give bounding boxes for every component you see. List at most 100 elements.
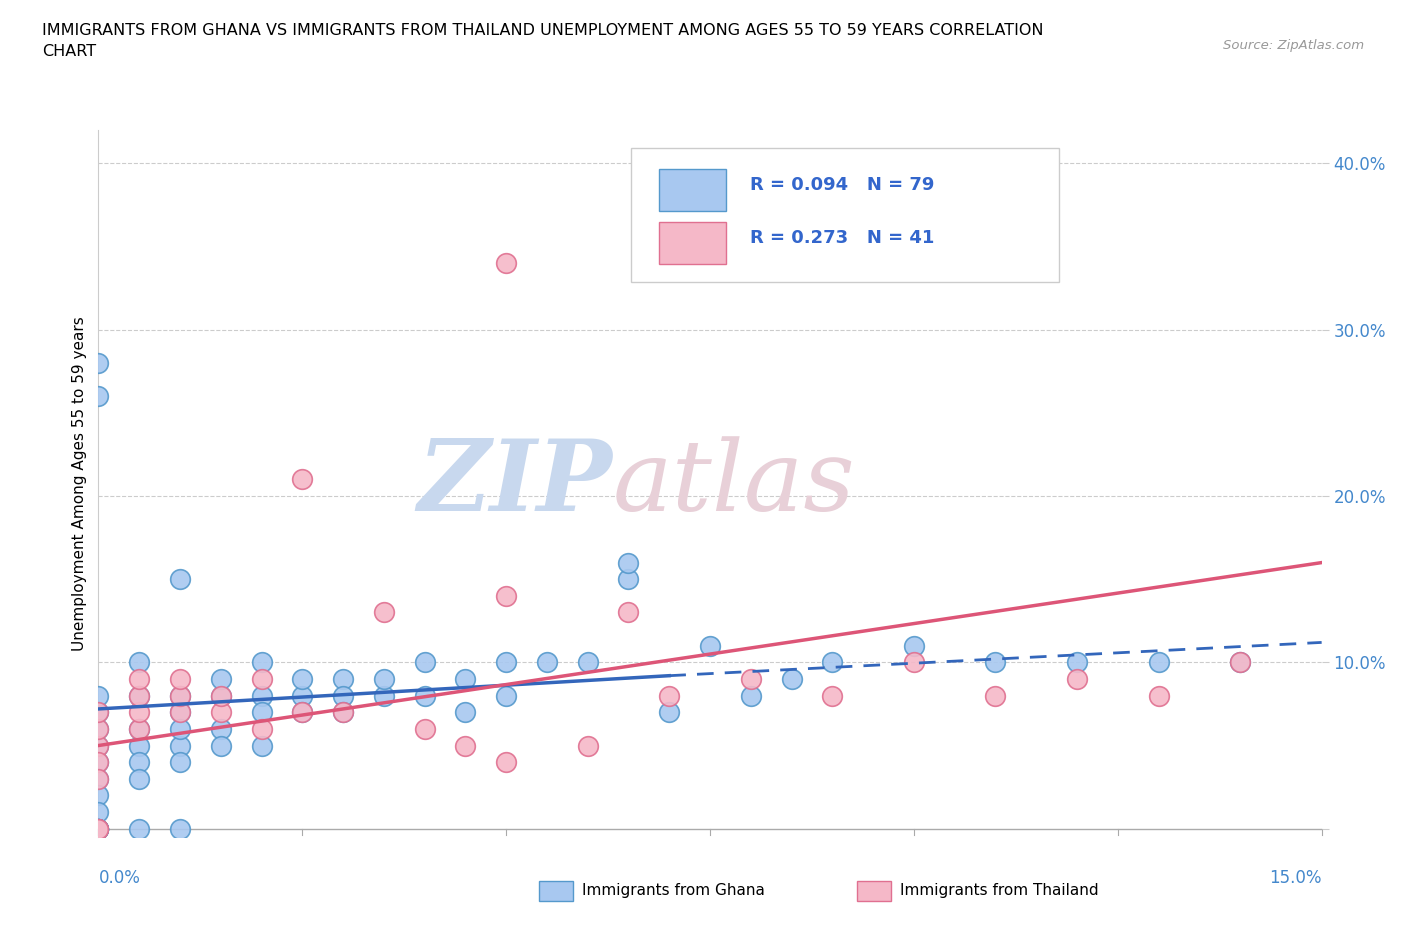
Point [291,472,314,487]
Point [780,671,803,686]
Point [87,821,110,836]
Point [87,722,110,737]
Point [87,771,110,786]
Point [1229,655,1251,670]
Point [495,655,517,670]
Point [169,738,191,753]
Point [169,688,191,703]
Point [1066,655,1088,670]
Point [169,671,191,686]
Point [87,389,110,404]
Point [87,821,110,836]
Point [87,705,110,720]
Point [87,821,110,836]
Point [209,722,232,737]
Point [209,671,232,686]
Point [495,589,517,604]
Text: Immigrants from Thailand: Immigrants from Thailand [900,883,1098,897]
Point [87,771,110,786]
Point [617,572,640,587]
Point [332,688,354,703]
FancyBboxPatch shape [856,881,891,900]
Point [87,821,110,836]
Point [250,738,273,753]
Point [128,722,150,737]
Point [332,705,354,720]
Point [209,705,232,720]
Point [617,555,640,570]
Point [332,671,354,686]
Point [413,688,436,703]
Point [169,705,191,720]
Point [87,804,110,819]
Text: atlas: atlas [612,436,855,531]
Point [128,722,150,737]
Point [454,738,477,753]
Text: 0.0%: 0.0% [98,869,141,887]
Point [291,705,314,720]
Text: Immigrants from Ghana: Immigrants from Ghana [582,883,765,897]
Point [291,671,314,686]
Point [903,655,925,670]
Point [413,722,436,737]
Point [87,355,110,370]
Point [128,771,150,786]
Point [495,755,517,770]
Text: IMMIGRANTS FROM GHANA VS IMMIGRANTS FROM THAILAND UNEMPLOYMENT AMONG AGES 55 TO : IMMIGRANTS FROM GHANA VS IMMIGRANTS FROM… [42,23,1043,60]
Point [128,655,150,670]
Point [87,821,110,836]
Point [87,738,110,753]
Point [87,755,110,770]
Text: ZIP: ZIP [418,435,612,532]
FancyBboxPatch shape [658,169,725,211]
Point [169,722,191,737]
Point [454,671,477,686]
Point [87,821,110,836]
Point [128,738,150,753]
Point [128,688,150,703]
Point [169,755,191,770]
Point [1229,655,1251,670]
Point [128,688,150,703]
Point [536,655,558,670]
Point [454,705,477,720]
FancyBboxPatch shape [630,148,1059,282]
Point [699,638,721,653]
Point [87,705,110,720]
Point [903,638,925,653]
Point [576,738,599,753]
Point [373,688,395,703]
Point [291,688,314,703]
Point [1147,655,1170,670]
Point [209,738,232,753]
Point [658,688,681,703]
Point [209,688,232,703]
Text: R = 0.094   N = 79: R = 0.094 N = 79 [751,177,935,194]
Point [87,788,110,803]
Y-axis label: Unemployment Among Ages 55 to 59 years: Unemployment Among Ages 55 to 59 years [72,316,87,651]
Point [209,688,232,703]
Point [984,688,1007,703]
Point [250,688,273,703]
Point [169,705,191,720]
Point [291,705,314,720]
Point [740,671,762,686]
Point [128,821,150,836]
Point [128,755,150,770]
Point [87,738,110,753]
FancyBboxPatch shape [658,222,725,264]
Point [87,821,110,836]
Point [128,705,150,720]
Point [87,755,110,770]
Point [821,655,844,670]
Text: Source: ZipAtlas.com: Source: ZipAtlas.com [1223,39,1364,52]
Point [87,821,110,836]
Point [495,688,517,703]
Point [576,655,599,670]
Text: 15.0%: 15.0% [1270,869,1322,887]
Point [250,722,273,737]
Point [1066,671,1088,686]
Point [169,572,191,587]
Point [373,671,395,686]
FancyBboxPatch shape [538,881,574,900]
